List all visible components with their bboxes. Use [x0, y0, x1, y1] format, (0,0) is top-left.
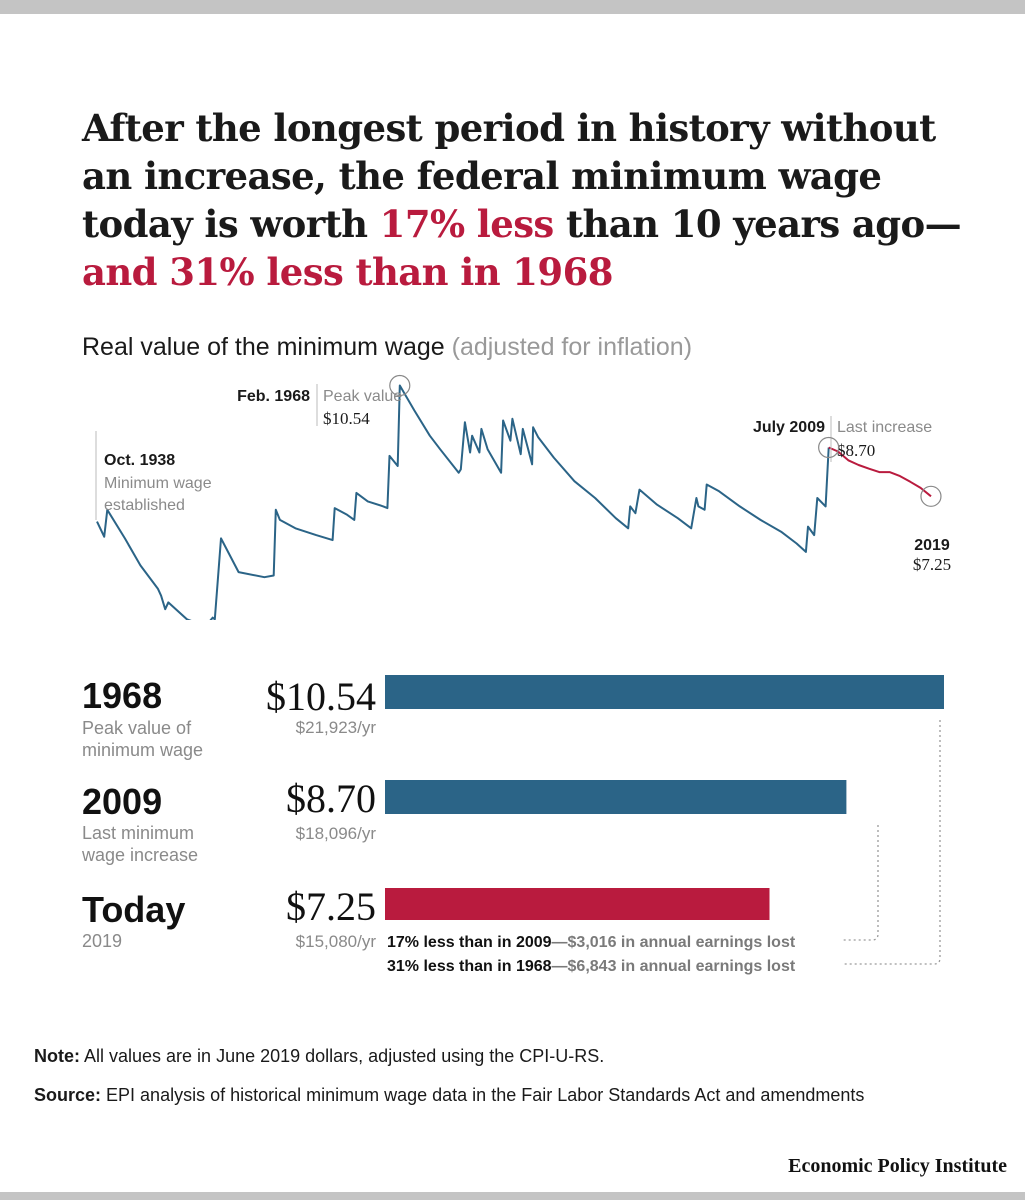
loss-1968-rest: —$6,843 in annual earnings lost: [552, 958, 796, 975]
brand-logo-text: Economic Policy Institute: [788, 1155, 1007, 1177]
source-label: Source:: [34, 1085, 102, 1105]
annotation-1938-date: Oct. 1938: [104, 452, 175, 469]
row-today-value: $7.25: [286, 884, 376, 929]
last-increase-marker-circle: [818, 436, 840, 459]
annotation-2009-label: Last increase: [837, 419, 932, 436]
row-2009-year: 2009: [82, 781, 162, 822]
headline-highlight-17-percent: 17% less: [379, 202, 555, 246]
top-border: [0, 0, 1025, 14]
annotation-2019-date: 2019: [914, 537, 950, 554]
row-2009-desc-line1: Last minimum: [82, 823, 194, 843]
annotation-1968-value: $10.54: [323, 409, 370, 428]
line-series-group: [96, 384, 932, 620]
line-series-since-2009: [828, 446, 932, 498]
annotation-1938-label-line2: established: [104, 497, 185, 514]
annotation-2019-value: $7.25: [913, 555, 951, 574]
source: Source: EPI analysis of historical minim…: [34, 1082, 914, 1108]
chart-subtitle-main: Real value of the minimum wage: [82, 333, 445, 361]
row-today-desc-line1: 2019: [82, 931, 122, 951]
note-label: Note:: [34, 1046, 80, 1066]
annotation-1968-label: Peak value: [323, 388, 402, 405]
current-marker-circle: [920, 485, 942, 507]
loss-2009-text: 17% less than in 2009—$3,016 in annual e…: [387, 934, 796, 951]
row-today-annual: $15,080/yr: [296, 932, 377, 951]
annotation-2009-value: $8.70: [837, 441, 875, 460]
line-chart: Oct. 1938 Minimum wage established Feb. …: [95, 374, 951, 620]
bottom-border: [0, 1192, 1025, 1200]
row-1968-desc-line1: Peak value of: [82, 718, 192, 738]
note-text: All values are in June 2019 dollars, adj…: [80, 1046, 605, 1066]
annotation-1938-label-line1: Minimum wage: [104, 475, 212, 492]
row-today-year: Today: [82, 889, 185, 930]
chart-subtitle: Real value of the minimum wage (adjusted…: [82, 333, 692, 362]
bar-1968: [385, 675, 944, 709]
row-2009-desc-line2: wage increase: [81, 845, 198, 865]
bar-today: [385, 888, 770, 920]
row-1968-annual: $21,923/yr: [296, 718, 377, 737]
annotation-2009-date: July 2009: [753, 419, 825, 436]
loss-2009-rest: —$3,016 in annual earnings lost: [552, 934, 796, 951]
connector-2009: [842, 825, 879, 941]
headline-highlight-31-percent: and 31% less than in 1968: [82, 250, 613, 294]
row-1968-value: $10.54: [266, 674, 376, 719]
annotation-1968-date: Feb. 1968: [237, 388, 310, 405]
row-2009-value: $8.70: [286, 776, 376, 821]
source-text: EPI analysis of historical minimum wage …: [101, 1085, 865, 1105]
loss-1968-text: 31% less than in 1968—$6,843 in annual e…: [387, 958, 796, 975]
loss-1968-bold: 31% less than in 1968: [387, 958, 552, 975]
headline-part-2: than 10 years ago—: [553, 202, 962, 246]
peak-marker-circle: [389, 374, 411, 397]
row-1968-desc-line2: minimum wage: [82, 740, 203, 760]
row-1968-year: 1968: [82, 675, 162, 716]
bar-chart: 1968 Peak value of minimum wage $10.54 $…: [81, 674, 944, 975]
headline-part-1: After the longest period in history with…: [82, 106, 936, 246]
headline: After the longest period in history with…: [82, 104, 982, 296]
chart-subtitle-aside: (adjusted for inflation): [451, 333, 693, 361]
connector-1968: [842, 720, 941, 965]
bar-2009: [385, 780, 847, 814]
loss-2009-bold: 17% less than in 2009: [387, 934, 552, 951]
note: Note: All values are in June 2019 dollar…: [34, 1043, 914, 1069]
line-series-historical: [96, 384, 830, 620]
row-2009-annual: $18,096/yr: [296, 824, 377, 843]
